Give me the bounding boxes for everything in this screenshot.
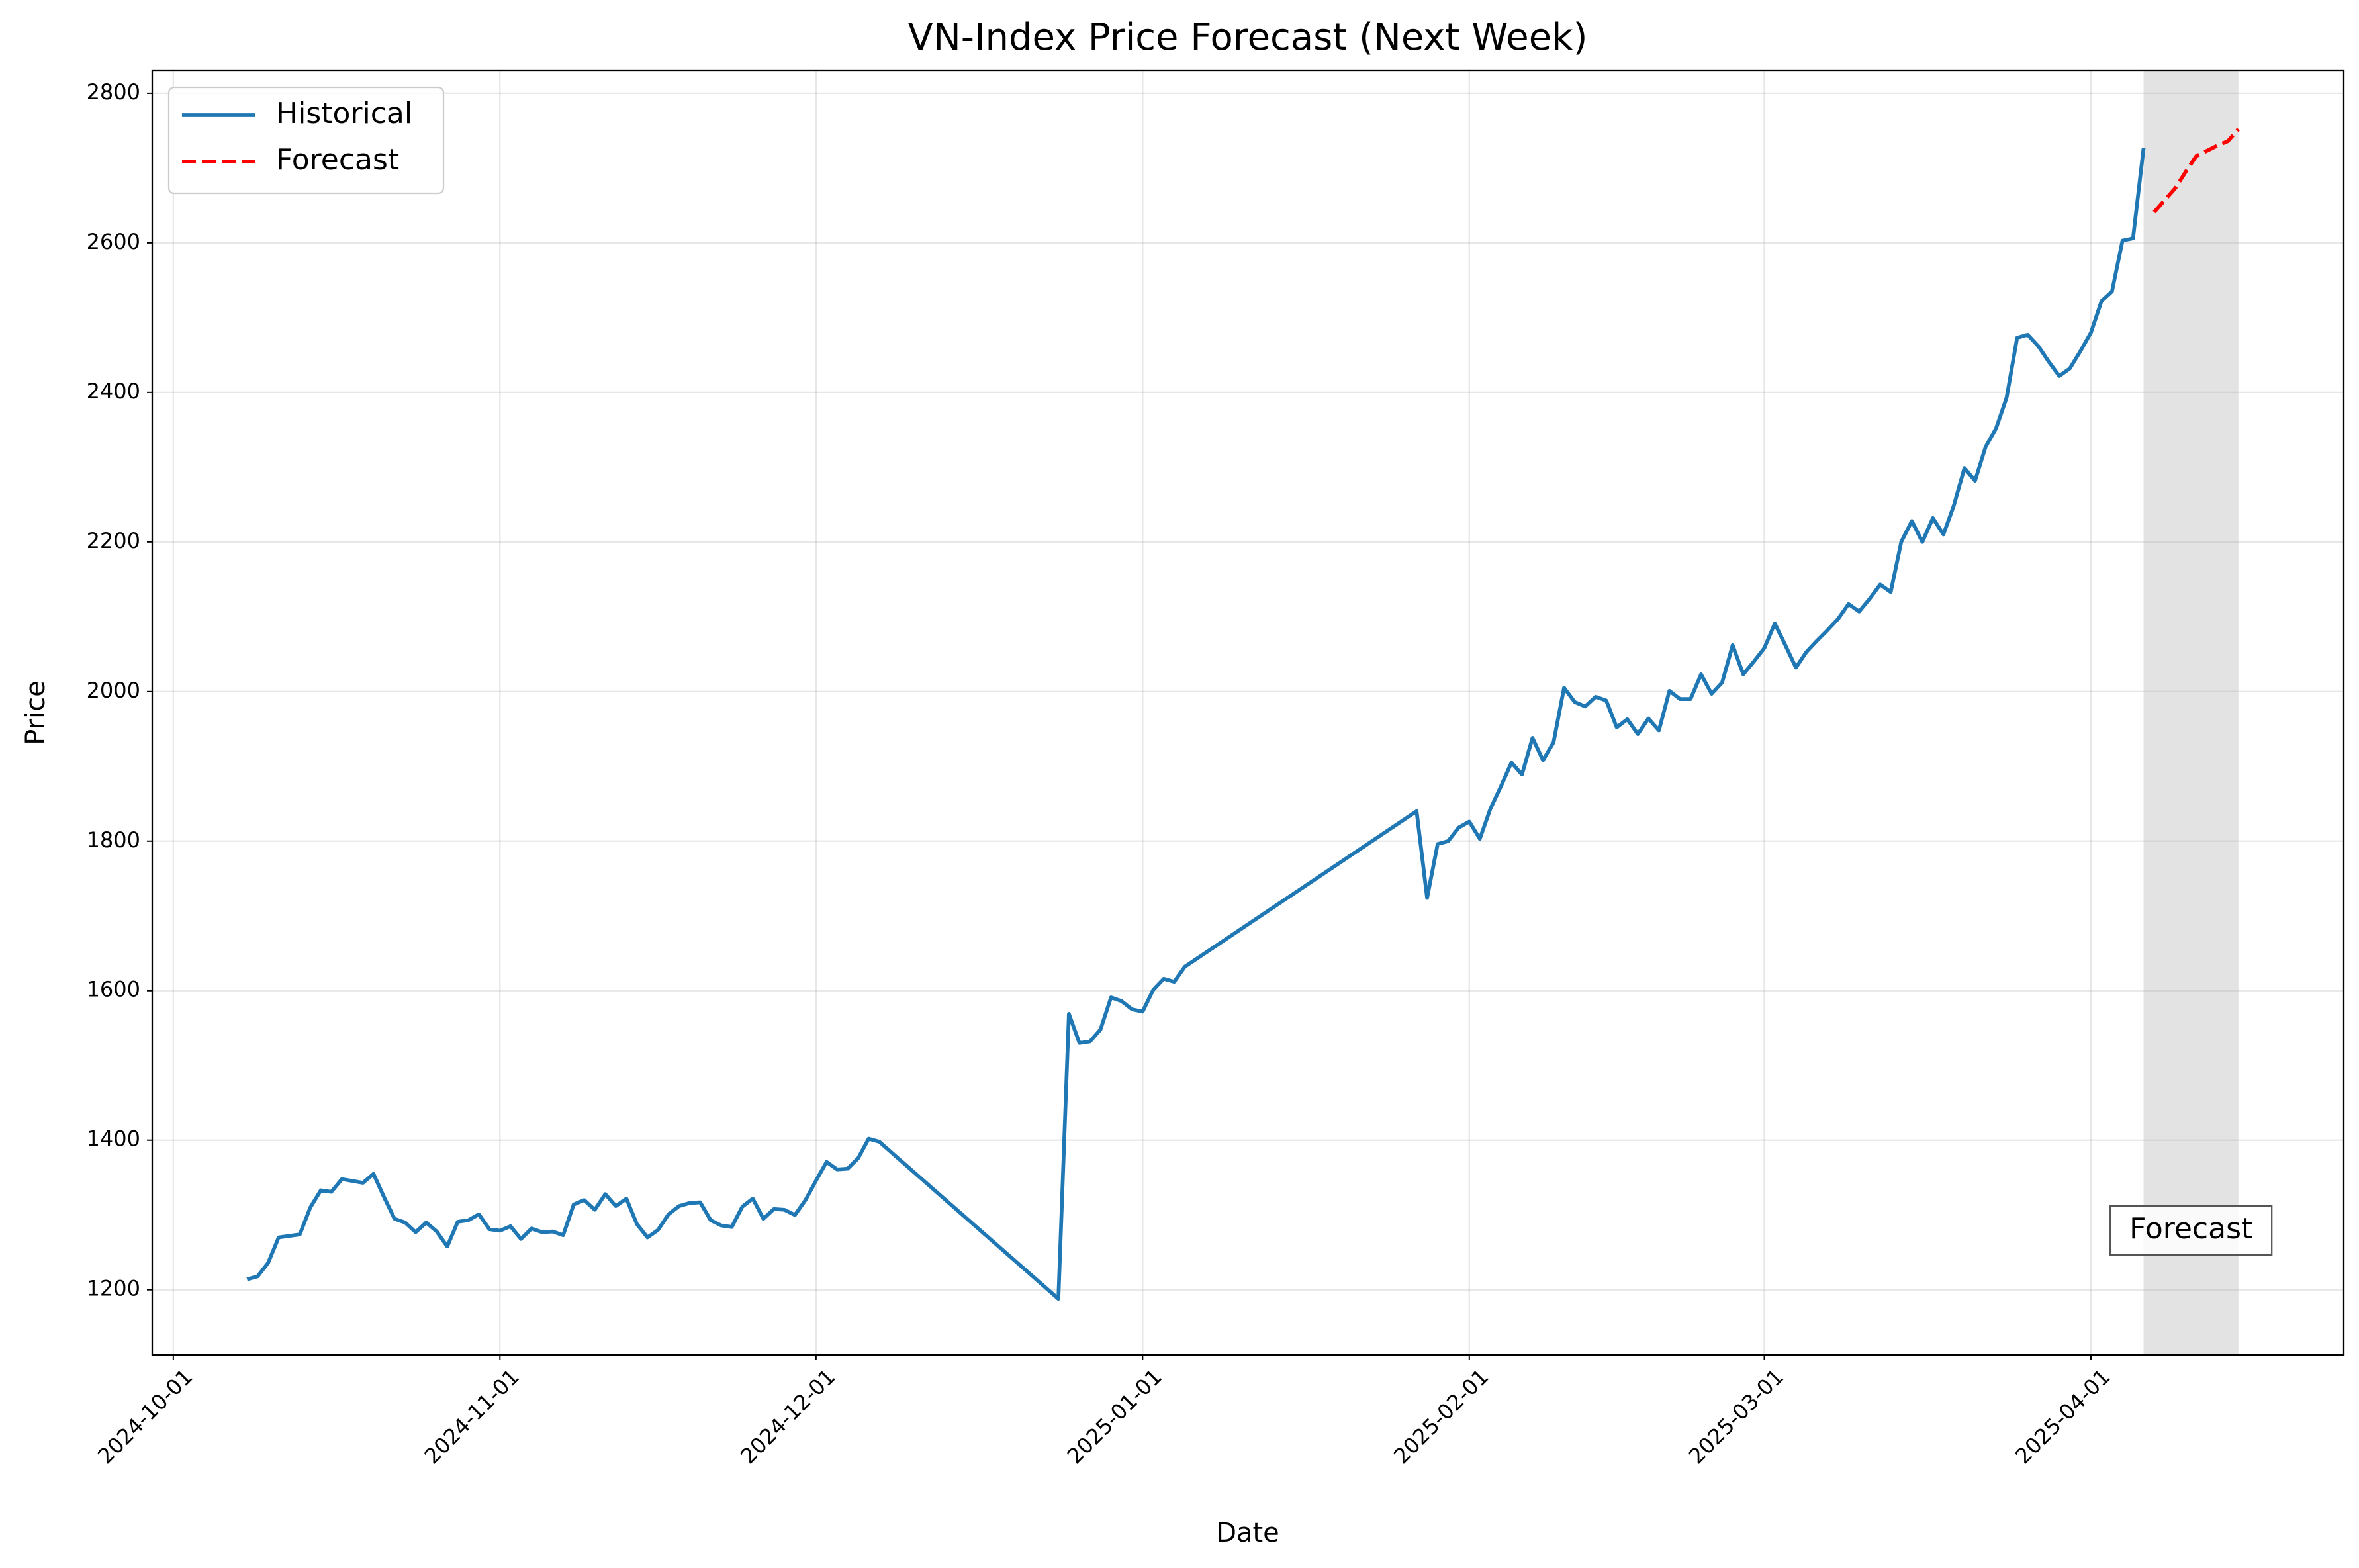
- legend-label: Forecast: [276, 143, 399, 177]
- x-tick-label: 2025-04-01: [2010, 1364, 2115, 1469]
- x-tick-label: 2024-11-01: [420, 1364, 524, 1469]
- y-tick-label: 2800: [87, 79, 140, 105]
- y-tick-label: 2000: [87, 678, 140, 703]
- chart-title: VN-Index Price Forecast (Next Week): [908, 16, 1588, 59]
- legend-label: Historical: [276, 97, 412, 130]
- annotation-box: [2109, 1205, 2273, 1256]
- y-axis-label: Price: [21, 680, 51, 745]
- y-tick-label: 1400: [87, 1127, 140, 1152]
- x-tick-label: 2025-02-01: [1389, 1364, 1493, 1469]
- plot-frame: [151, 69, 2345, 1356]
- y-tick-label: 1600: [87, 977, 140, 1002]
- historical-line: [246, 148, 2146, 1301]
- y-tick-label: 2600: [87, 229, 140, 254]
- x-tick-label: 2025-03-01: [1684, 1364, 1788, 1469]
- y-tick-label: 1800: [87, 827, 140, 853]
- y-tick-label: 2200: [87, 528, 140, 553]
- forecast-line: [2152, 128, 2240, 214]
- x-tick-label: 2024-10-01: [93, 1364, 197, 1469]
- y-tick-label: 2400: [87, 379, 140, 404]
- x-tick-label: 2024-12-01: [735, 1364, 840, 1469]
- y-tick-label: 1200: [87, 1276, 140, 1301]
- x-tick-label: 2025-01-01: [1062, 1364, 1167, 1469]
- forecast-region: [2143, 71, 2239, 1355]
- x-axis-label: Date: [1216, 1518, 1279, 1548]
- annotation: Forecast: [2129, 1212, 2252, 1246]
